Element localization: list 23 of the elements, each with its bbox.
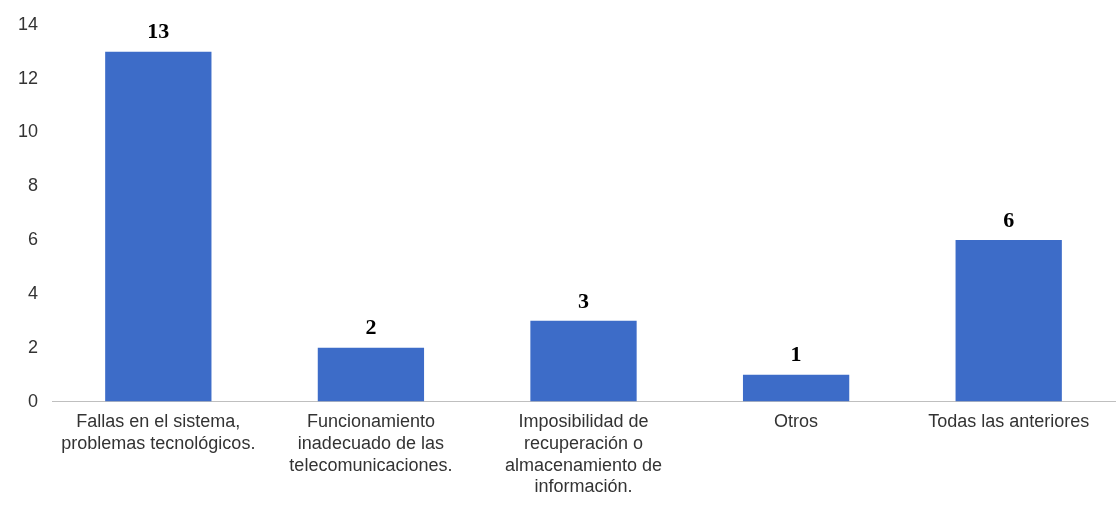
x-tick-label: Funcionamiento inadecuado de las telecomunicaciones. — [289, 411, 453, 475]
y-tick-label: 12 — [17, 67, 39, 88]
bar — [317, 347, 425, 402]
y-tick-label: 2 — [28, 336, 39, 357]
bar — [955, 240, 1062, 402]
data-label: 2 — [365, 314, 377, 340]
bar — [530, 320, 637, 402]
data-label: 13 — [147, 18, 170, 44]
y-tick-label: 6 — [28, 229, 39, 250]
data-label: 6 — [1003, 206, 1015, 232]
y-tick-label: 10 — [17, 121, 39, 142]
y-tick-label: 14 — [17, 13, 39, 34]
y-tick-label: 0 — [28, 390, 39, 411]
bar — [105, 51, 212, 402]
x-tick-label: Todas las anteriores — [928, 411, 1090, 432]
bar — [742, 374, 850, 402]
x-tick-label: Otros — [774, 411, 819, 432]
data-label: 3 — [578, 287, 590, 313]
y-tick-label: 4 — [28, 282, 39, 303]
y-tick-label: 8 — [28, 175, 39, 196]
x-tick-label: Fallas en el sistema, problemas tecnológicos. — [61, 411, 256, 453]
x-tick-label: Imposibilidad de recuperación o almacenamiento de información. — [504, 411, 663, 497]
data-label: 1 — [790, 341, 802, 367]
